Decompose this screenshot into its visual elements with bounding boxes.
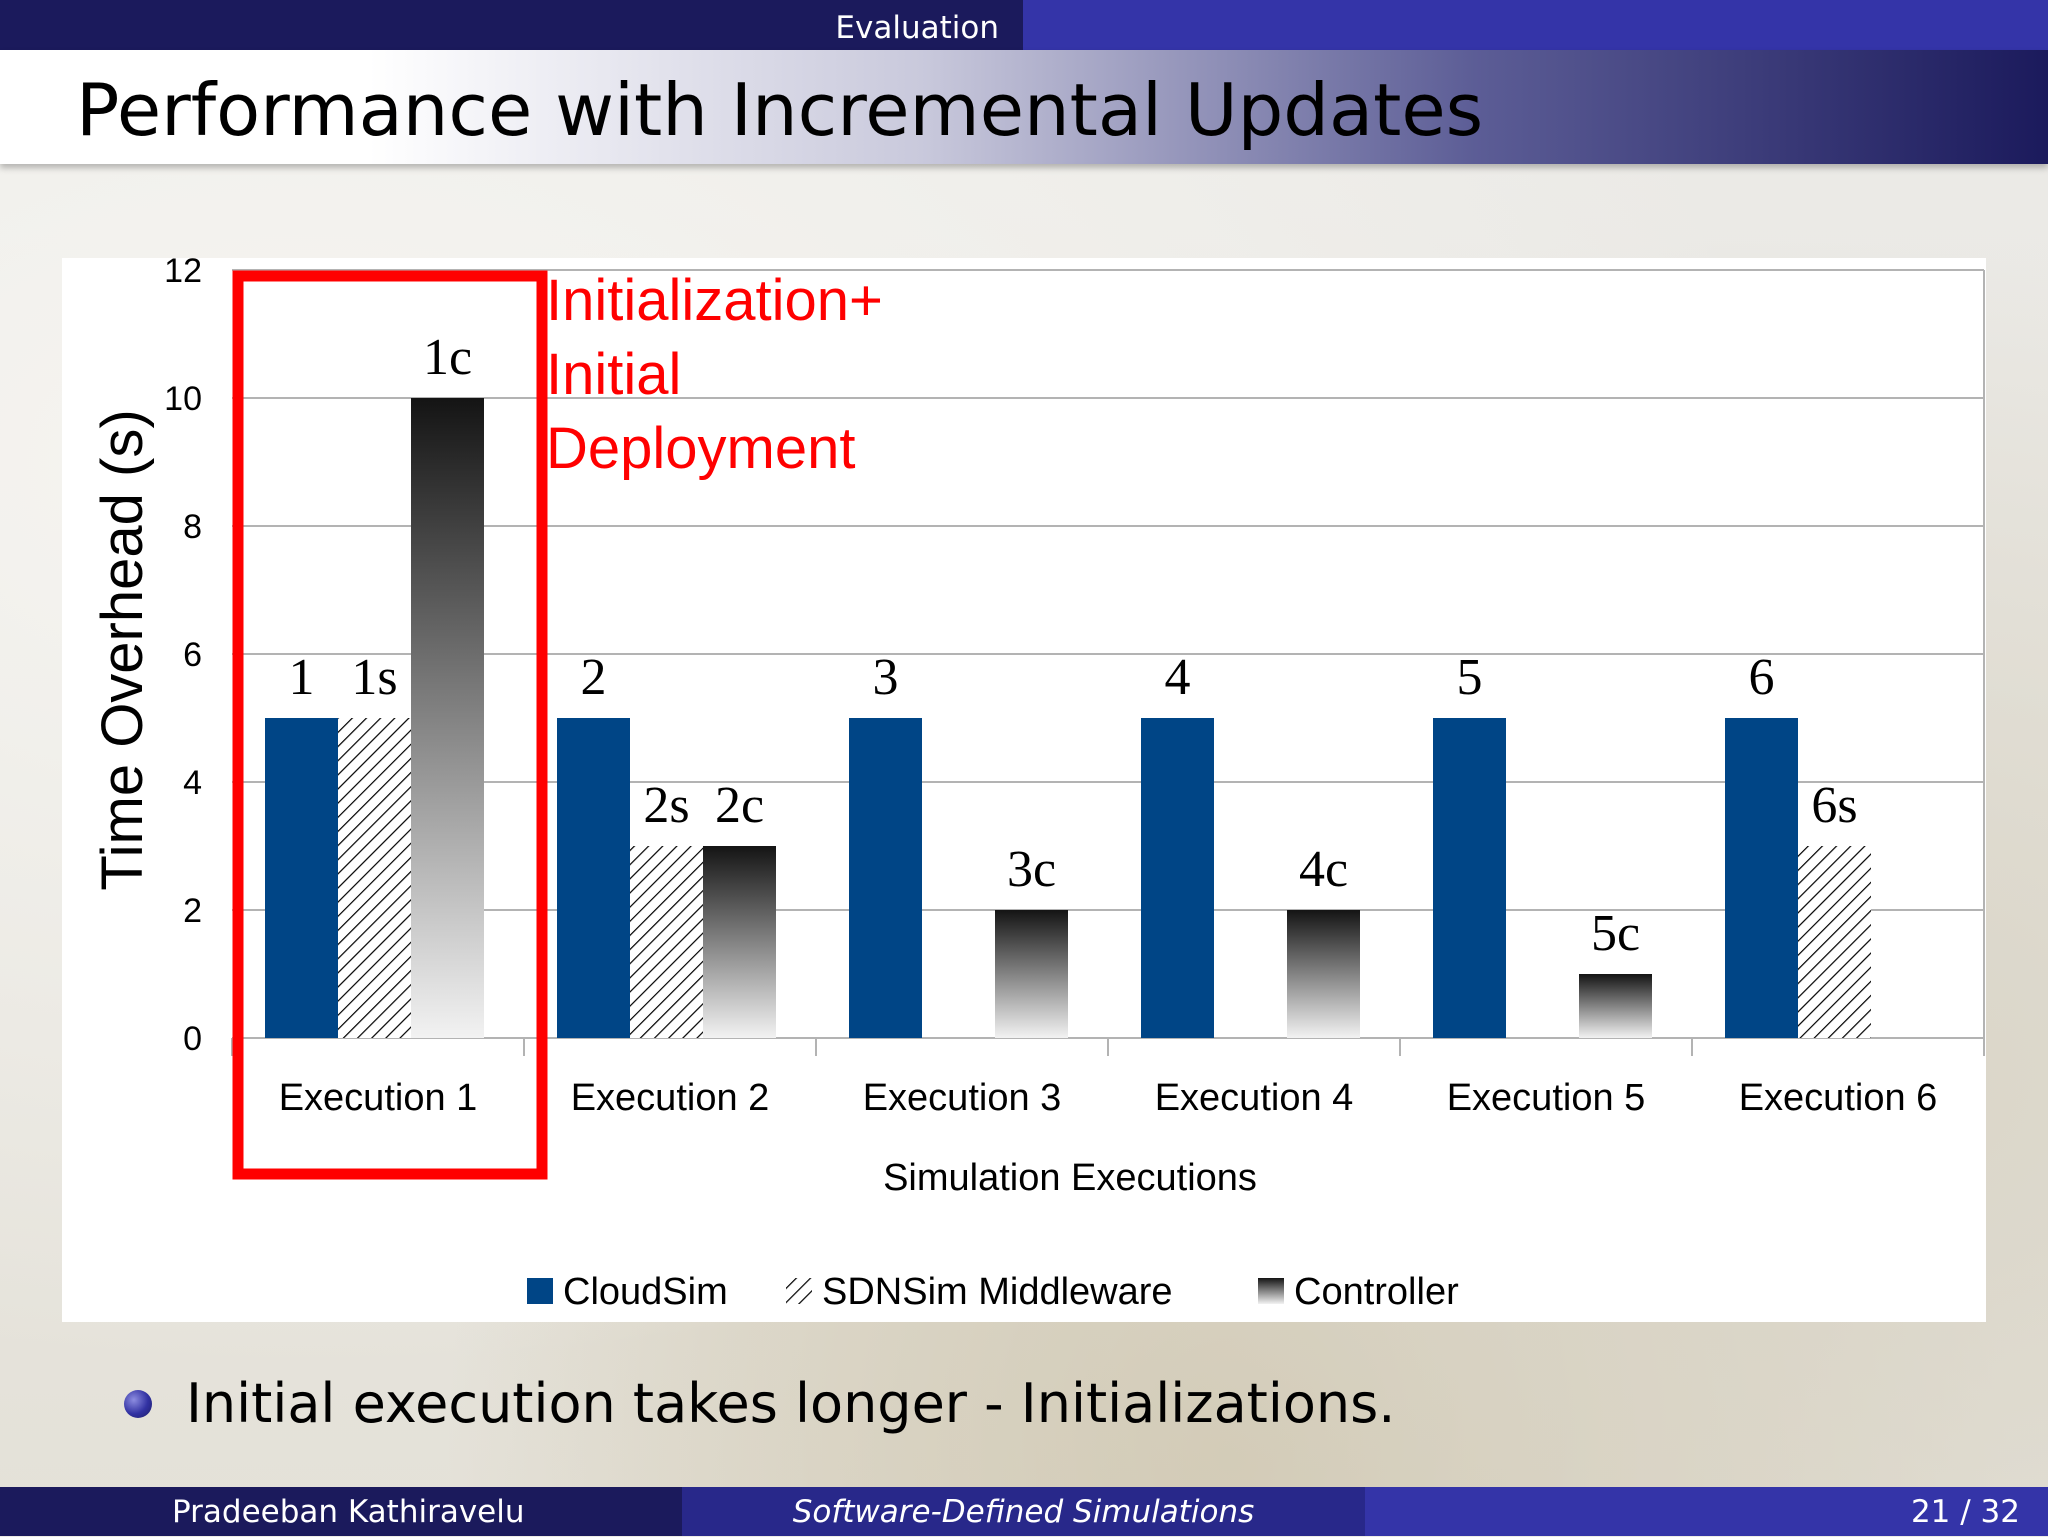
controller-bar bbox=[703, 846, 776, 1038]
y-tick-label: 8 bbox=[183, 508, 202, 546]
bar-data-label: 2s bbox=[643, 777, 689, 834]
sdnsim-middleware-bar bbox=[1798, 846, 1871, 1038]
sdnsim-middleware-bar bbox=[630, 846, 703, 1038]
bar-data-label: 1c bbox=[423, 329, 472, 386]
bullet-item: Initial execution takes longer - Initial… bbox=[124, 1372, 1395, 1435]
bar-data-label: 4 bbox=[1165, 649, 1191, 706]
bar-chart: 0 2 4 6 8 10 12 1 1s 1c Execution 1 2 2s 2c Execution … bbox=[62, 258, 1986, 1322]
y-axis-title: Time Overhead (s) bbox=[90, 409, 155, 890]
x-axis-title: Simulation Executions bbox=[883, 1157, 1257, 1199]
cloudsim-bar bbox=[265, 718, 338, 1038]
bar-data-label: 3c bbox=[1007, 841, 1056, 898]
cloudsim-legend-swatch bbox=[527, 1278, 553, 1304]
cloudsim-bar bbox=[557, 718, 630, 1038]
x-tick-label: Execution 5 bbox=[1447, 1077, 1646, 1119]
bullet-icon bbox=[124, 1389, 152, 1418]
bar-data-label: 1s bbox=[351, 649, 397, 706]
controller-bar bbox=[1287, 910, 1360, 1038]
top-bar-right bbox=[1023, 0, 2048, 50]
footer-page-number: 21 / 32 bbox=[1365, 1487, 2048, 1536]
bar-data-label: 2c bbox=[715, 777, 764, 834]
y-tick-label: 12 bbox=[164, 258, 202, 290]
bar-data-label: 2 bbox=[581, 649, 607, 706]
slide-title: Performance with Incremental Updates bbox=[76, 68, 1484, 152]
controller-bar bbox=[1579, 974, 1652, 1038]
footer-author: Pradeeban Kathiravelu bbox=[0, 1487, 682, 1536]
bar-data-label: 5c bbox=[1591, 905, 1640, 962]
bar-data-label: 5 bbox=[1457, 649, 1483, 706]
cloudsim-bar bbox=[849, 718, 922, 1038]
cloudsim-bar bbox=[1141, 718, 1214, 1038]
highlight-box bbox=[232, 270, 548, 1180]
bar-data-label: 6s bbox=[1811, 777, 1857, 834]
y-tick-label: 10 bbox=[164, 380, 202, 418]
legend-entry: SDNSim Middleware bbox=[822, 1271, 1173, 1313]
bar-data-label: 4c bbox=[1299, 841, 1348, 898]
footer-bar: Pradeeban Kathiravelu Software-Defined S… bbox=[0, 1487, 2048, 1536]
bar-data-label: 6 bbox=[1749, 649, 1775, 706]
section-label[interactable]: Evaluation bbox=[835, 10, 999, 46]
y-tick-label: 0 bbox=[183, 1020, 202, 1058]
annotation-line: Initialization+ bbox=[546, 268, 883, 333]
top-bar-left: Evaluation bbox=[0, 0, 1023, 50]
legend-entry: CloudSim bbox=[563, 1271, 728, 1313]
y-tick-label: 4 bbox=[183, 764, 202, 802]
sdnsim-middleware-bar bbox=[338, 718, 411, 1038]
cloudsim-bar bbox=[1433, 718, 1506, 1038]
title-bar: Performance with Incremental Updates bbox=[0, 50, 2048, 164]
x-tick-label: Execution 2 bbox=[571, 1077, 770, 1119]
controller-bar bbox=[995, 910, 1068, 1038]
y-tick-label: 6 bbox=[183, 636, 202, 674]
y-tick-label: 2 bbox=[183, 892, 202, 930]
sdnsim-legend-swatch bbox=[786, 1278, 812, 1304]
x-tick-label: Execution 4 bbox=[1155, 1077, 1354, 1119]
controller-legend-swatch bbox=[1258, 1278, 1284, 1304]
footer-talk-title: Software-Defined Simulations bbox=[682, 1487, 1365, 1536]
annotation-line: Deployment bbox=[546, 416, 855, 481]
top-navigation-bar: Evaluation bbox=[0, 0, 2048, 50]
bullet-text: Initial execution takes longer - Initial… bbox=[186, 1372, 1396, 1435]
controller-bar bbox=[411, 398, 484, 1038]
annotation-line: Initial bbox=[546, 342, 681, 407]
chart-svg: 0 2 4 6 8 10 12 1 1s 1c Execution 1 2 2s 2c Execution … bbox=[90, 258, 1985, 1313]
x-tick-label: Execution 3 bbox=[863, 1077, 1062, 1119]
cloudsim-bar bbox=[1725, 718, 1798, 1038]
x-tick-label: Execution 6 bbox=[1739, 1077, 1938, 1119]
x-tick-label: Execution 1 bbox=[279, 1077, 478, 1119]
bar-data-label: 1 bbox=[289, 649, 315, 706]
legend-entry: Controller bbox=[1294, 1271, 1459, 1313]
bar-data-label: 3 bbox=[873, 649, 899, 706]
